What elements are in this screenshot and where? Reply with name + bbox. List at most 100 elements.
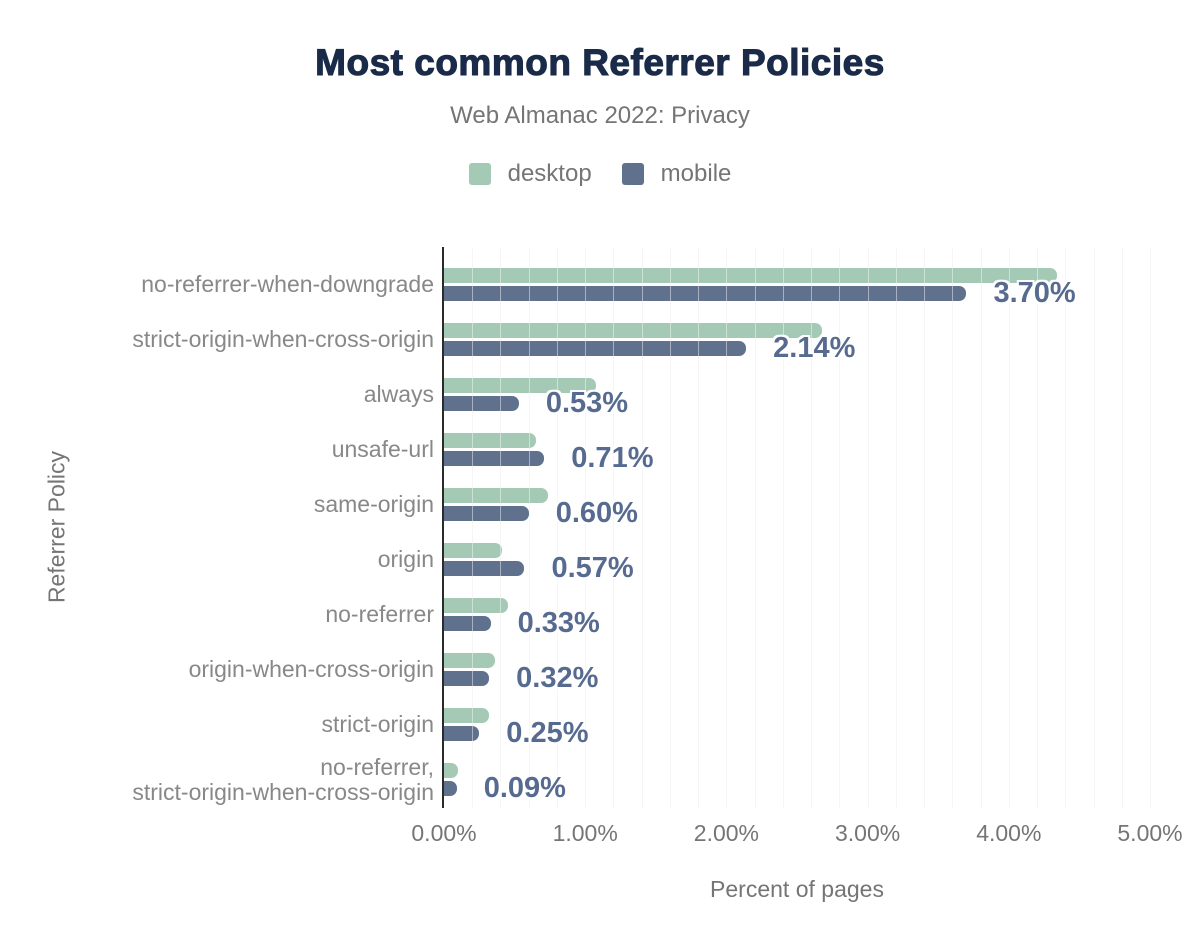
gridline [1008,247,1010,808]
x-axis-title: Percent of pages [710,876,884,902]
gridline-overlay [698,247,700,808]
gridline-overlay [952,247,954,808]
category-label: no-referrer [325,601,434,627]
gridline [895,247,897,808]
legend: desktop mobile [0,160,1200,188]
desktop-swatch-icon [468,163,491,185]
gridline-overlay [1008,247,1010,808]
value-annotation: 0.33% [517,607,600,639]
mobile-bar [444,726,480,741]
gridline-overlay [472,247,474,808]
value-annotation: 0.25% [506,717,589,749]
x-tick-label: 1.00% [552,820,618,846]
y-axis-line [442,247,444,808]
mobile-bar [444,616,491,631]
gridline [528,247,530,808]
category-label: same-origin [313,491,434,517]
gridline [669,247,671,808]
gridline-overlay [641,247,643,808]
desktop-bar [444,543,502,558]
value-annotation: 0.53% [545,387,629,419]
gridline-overlay [782,247,784,808]
gridline [500,247,502,808]
category-label: always [363,381,434,407]
gridline-overlay [839,247,841,808]
mobile-bar [444,451,545,466]
gridline [585,247,587,808]
value-annotation: 2.14% [773,332,856,364]
mobile-bar [444,286,967,301]
chart-subtitle: Web Almanac 2022: Privacy [450,102,750,129]
mobile-bar [444,341,747,356]
mobile-swatch-icon [621,163,644,185]
desktop-bar [444,488,549,503]
desktop-bar [444,598,508,613]
gridline-overlay [556,247,558,808]
category-label: unsafe-url [331,436,434,462]
gridline-overlay [1121,247,1123,808]
chart-title: Most common Referrer Policies [315,41,885,83]
gridline-overlay [726,247,728,808]
mobile-bar [444,671,490,686]
mobile-bar [444,506,529,521]
x-tick-label: 3.00% [834,820,901,846]
legend-label-mobile: mobile [660,160,732,187]
category-label: strict-origin [321,711,434,737]
legend-item-mobile: mobile [621,160,732,188]
legend-item-desktop: desktop [468,160,592,188]
gridline [1121,247,1123,808]
gridline-overlay [613,247,615,808]
category-label: strict-origin-when-cross-origin [132,326,434,352]
desktop-bar [444,323,823,338]
desktop-bar [444,708,490,723]
mobile-bar [444,561,525,576]
gridline [556,247,558,808]
gridline [1150,247,1151,808]
gridline-overlay [924,247,926,808]
desktop-bar [444,433,536,448]
value-annotation: 0.57% [551,552,634,584]
category-label: no-referrer-when-downgrade [141,271,434,297]
x-tick-label: 4.00% [976,820,1042,846]
gridline [1065,247,1067,808]
desktop-bar [444,653,495,668]
gridline [472,247,474,808]
gridline-overlay [500,247,502,808]
desktop-bar [444,763,459,778]
gridline [726,247,728,808]
gridline-overlay [754,247,756,808]
gridline-overlay [867,247,869,808]
mobile-bar [444,396,519,411]
gridline-overlay [528,247,530,808]
gridline [867,247,869,808]
gridline [839,247,841,808]
x-tick-label: 2.00% [693,820,759,846]
value-annotation: 3.70% [993,277,1076,309]
gridline [613,247,615,808]
category-label: origin [377,546,434,572]
gridline [1037,247,1039,808]
gridline [754,247,756,808]
value-annotation: 0.09% [483,772,566,804]
gridline [782,247,784,808]
gridline [924,247,926,808]
value-annotation: 0.71% [571,442,654,474]
gridline [980,247,982,808]
desktop-bar [444,268,1057,283]
x-tick-label: 0.00% [411,820,477,846]
desktop-bar [444,378,597,393]
gridline [811,247,813,808]
gridline [641,247,643,808]
gridline-overlay [1037,247,1039,808]
gridline-overlay [585,247,587,808]
value-annotation: 0.32% [516,662,599,694]
legend-label-desktop: desktop [507,160,592,187]
x-tick-label: 5.00% [1117,820,1183,846]
gridline-overlay [980,247,982,808]
gridline-overlay [1065,247,1067,808]
gridline-overlay [669,247,671,808]
gridline-overlay [1150,247,1151,808]
value-annotation: 0.60% [555,497,638,529]
